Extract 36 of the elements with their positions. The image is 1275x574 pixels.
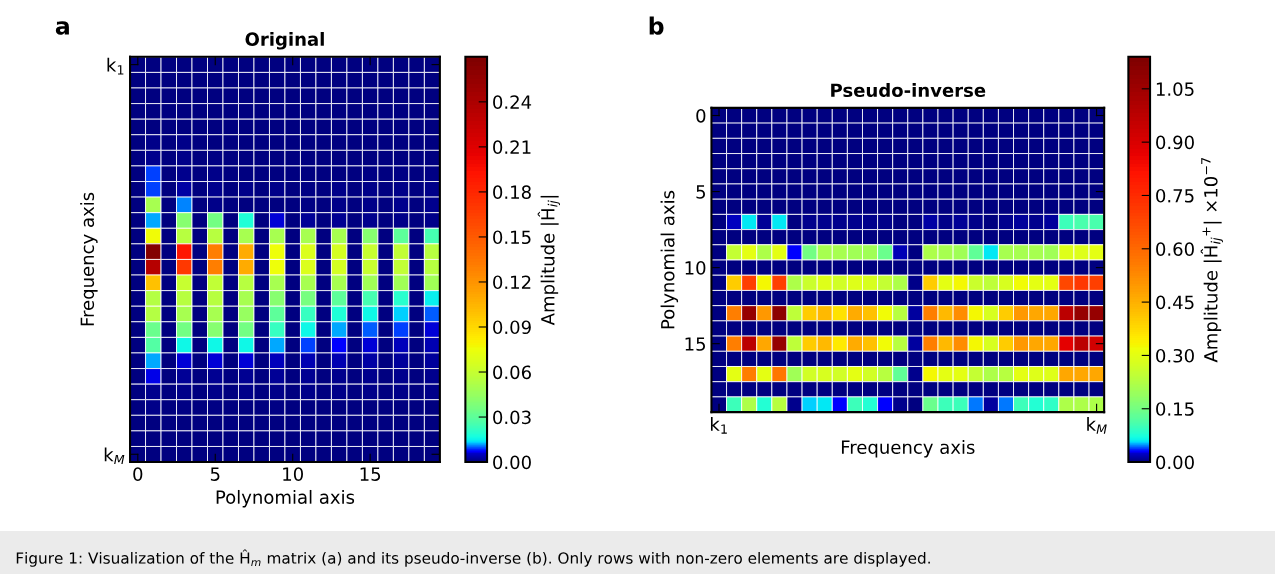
chart-title: Original [245,32,324,50]
color-bar-label: 0.09 [493,320,531,335]
color-bar-label: 0.24 [493,95,532,109]
y-axis-title: Frequency axis [80,192,98,326]
color-bar-label: 0.03 [493,410,531,425]
x-tick-label: 5 [210,467,220,481]
color-bar-label: 0.00 [493,455,531,470]
x-tick-label: 15 [360,467,381,481]
color-bar-label: 0.90 [1156,135,1194,150]
color-bar-label: 0.60 [1156,242,1194,256]
caption: Figure 1: Visualization of the Ĥ$_{m}$ matrix (a) and its pseudo-inverse (b). Only rows with non-zero elements are displayed. [16,549,930,567]
x-axis-title: Polynomial axis [216,489,355,508]
text: b [649,16,664,35]
color-bar-title: Amplitude |Ĥ$_{ij}$$^{+}$| ×10$^{−7}$ [1200,158,1223,363]
chart-title: Pseudo-inverse [831,83,986,98]
x-tick-label: 0 [133,467,143,481]
color-bar-label: 0.18 [493,185,531,200]
y-tick-label: 0 [696,108,706,123]
color-bar-label: 0.15 [493,230,531,245]
color-bar-title: Amplitude |Ĥ$_{ij}$| [537,195,560,326]
color-bar-label: 0.75 [1156,188,1194,203]
color-bar-label: 0.00 [1156,455,1194,470]
color-bar-label: 0.30 [1156,348,1194,363]
y-tick-label: 5 [696,185,706,199]
y-tick-label: 10 [685,261,706,275]
color-bar-label: 0.21 [493,140,531,154]
text: a [55,21,69,35]
x-tick-label: 10 [283,467,303,481]
color-bar-label: 0.06 [493,365,531,380]
color-bar-label: 1.05 [1156,82,1194,96]
color-bar-label: 0.45 [1156,295,1194,310]
color-bar-label: 0.15 [1156,402,1194,416]
y-axis-title: Polynomial axis [660,190,679,329]
y-tick-label: 15 [685,337,706,351]
color-bar-label: 0.12 [493,275,531,290]
x-axis-title: Frequency axis [841,440,975,458]
